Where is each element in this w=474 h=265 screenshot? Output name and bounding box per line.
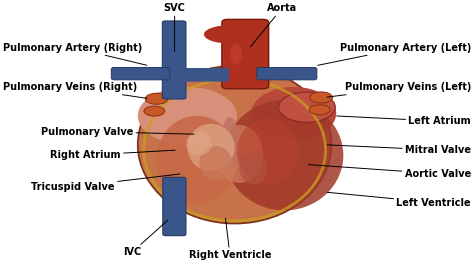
Text: Pulmonary Veins (Right): Pulmonary Veins (Right) [3, 82, 147, 98]
Text: SVC: SVC [164, 3, 185, 51]
Ellipse shape [216, 125, 263, 183]
Ellipse shape [204, 25, 256, 43]
FancyBboxPatch shape [111, 68, 170, 80]
Text: Left Atrium: Left Atrium [337, 116, 471, 126]
Ellipse shape [138, 87, 237, 145]
Text: Right Atrium: Right Atrium [50, 150, 175, 160]
Ellipse shape [199, 146, 232, 180]
Ellipse shape [239, 153, 268, 184]
Ellipse shape [251, 87, 336, 139]
Text: IVC: IVC [123, 220, 168, 257]
Text: Aorta: Aorta [251, 3, 297, 47]
Ellipse shape [144, 106, 164, 116]
Text: Pulmonary Valve: Pulmonary Valve [41, 127, 194, 136]
Ellipse shape [237, 118, 299, 184]
Ellipse shape [146, 93, 168, 104]
Text: Left Ventricle: Left Ventricle [327, 192, 471, 207]
Ellipse shape [220, 117, 239, 170]
Ellipse shape [279, 92, 335, 122]
Ellipse shape [186, 132, 212, 155]
Text: Aortic Valve: Aortic Valve [308, 165, 471, 179]
FancyBboxPatch shape [222, 19, 269, 89]
Text: Pulmonary Veins (Left): Pulmonary Veins (Left) [327, 82, 471, 97]
Ellipse shape [138, 66, 331, 224]
Ellipse shape [156, 116, 237, 202]
Text: Tricuspid Valve: Tricuspid Valve [31, 174, 180, 192]
Ellipse shape [310, 92, 332, 103]
Ellipse shape [225, 100, 343, 210]
FancyBboxPatch shape [162, 21, 186, 99]
FancyBboxPatch shape [182, 68, 229, 82]
Ellipse shape [230, 43, 242, 65]
FancyBboxPatch shape [163, 177, 186, 236]
Ellipse shape [187, 124, 235, 171]
FancyBboxPatch shape [257, 68, 317, 80]
Text: Right Ventricle: Right Ventricle [189, 218, 271, 260]
Text: Pulmonary Artery (Left): Pulmonary Artery (Left) [318, 42, 471, 65]
Text: Mitral Valve: Mitral Valve [327, 145, 471, 155]
Text: Pulmonary Artery (Right): Pulmonary Artery (Right) [3, 42, 147, 65]
Ellipse shape [310, 105, 330, 115]
